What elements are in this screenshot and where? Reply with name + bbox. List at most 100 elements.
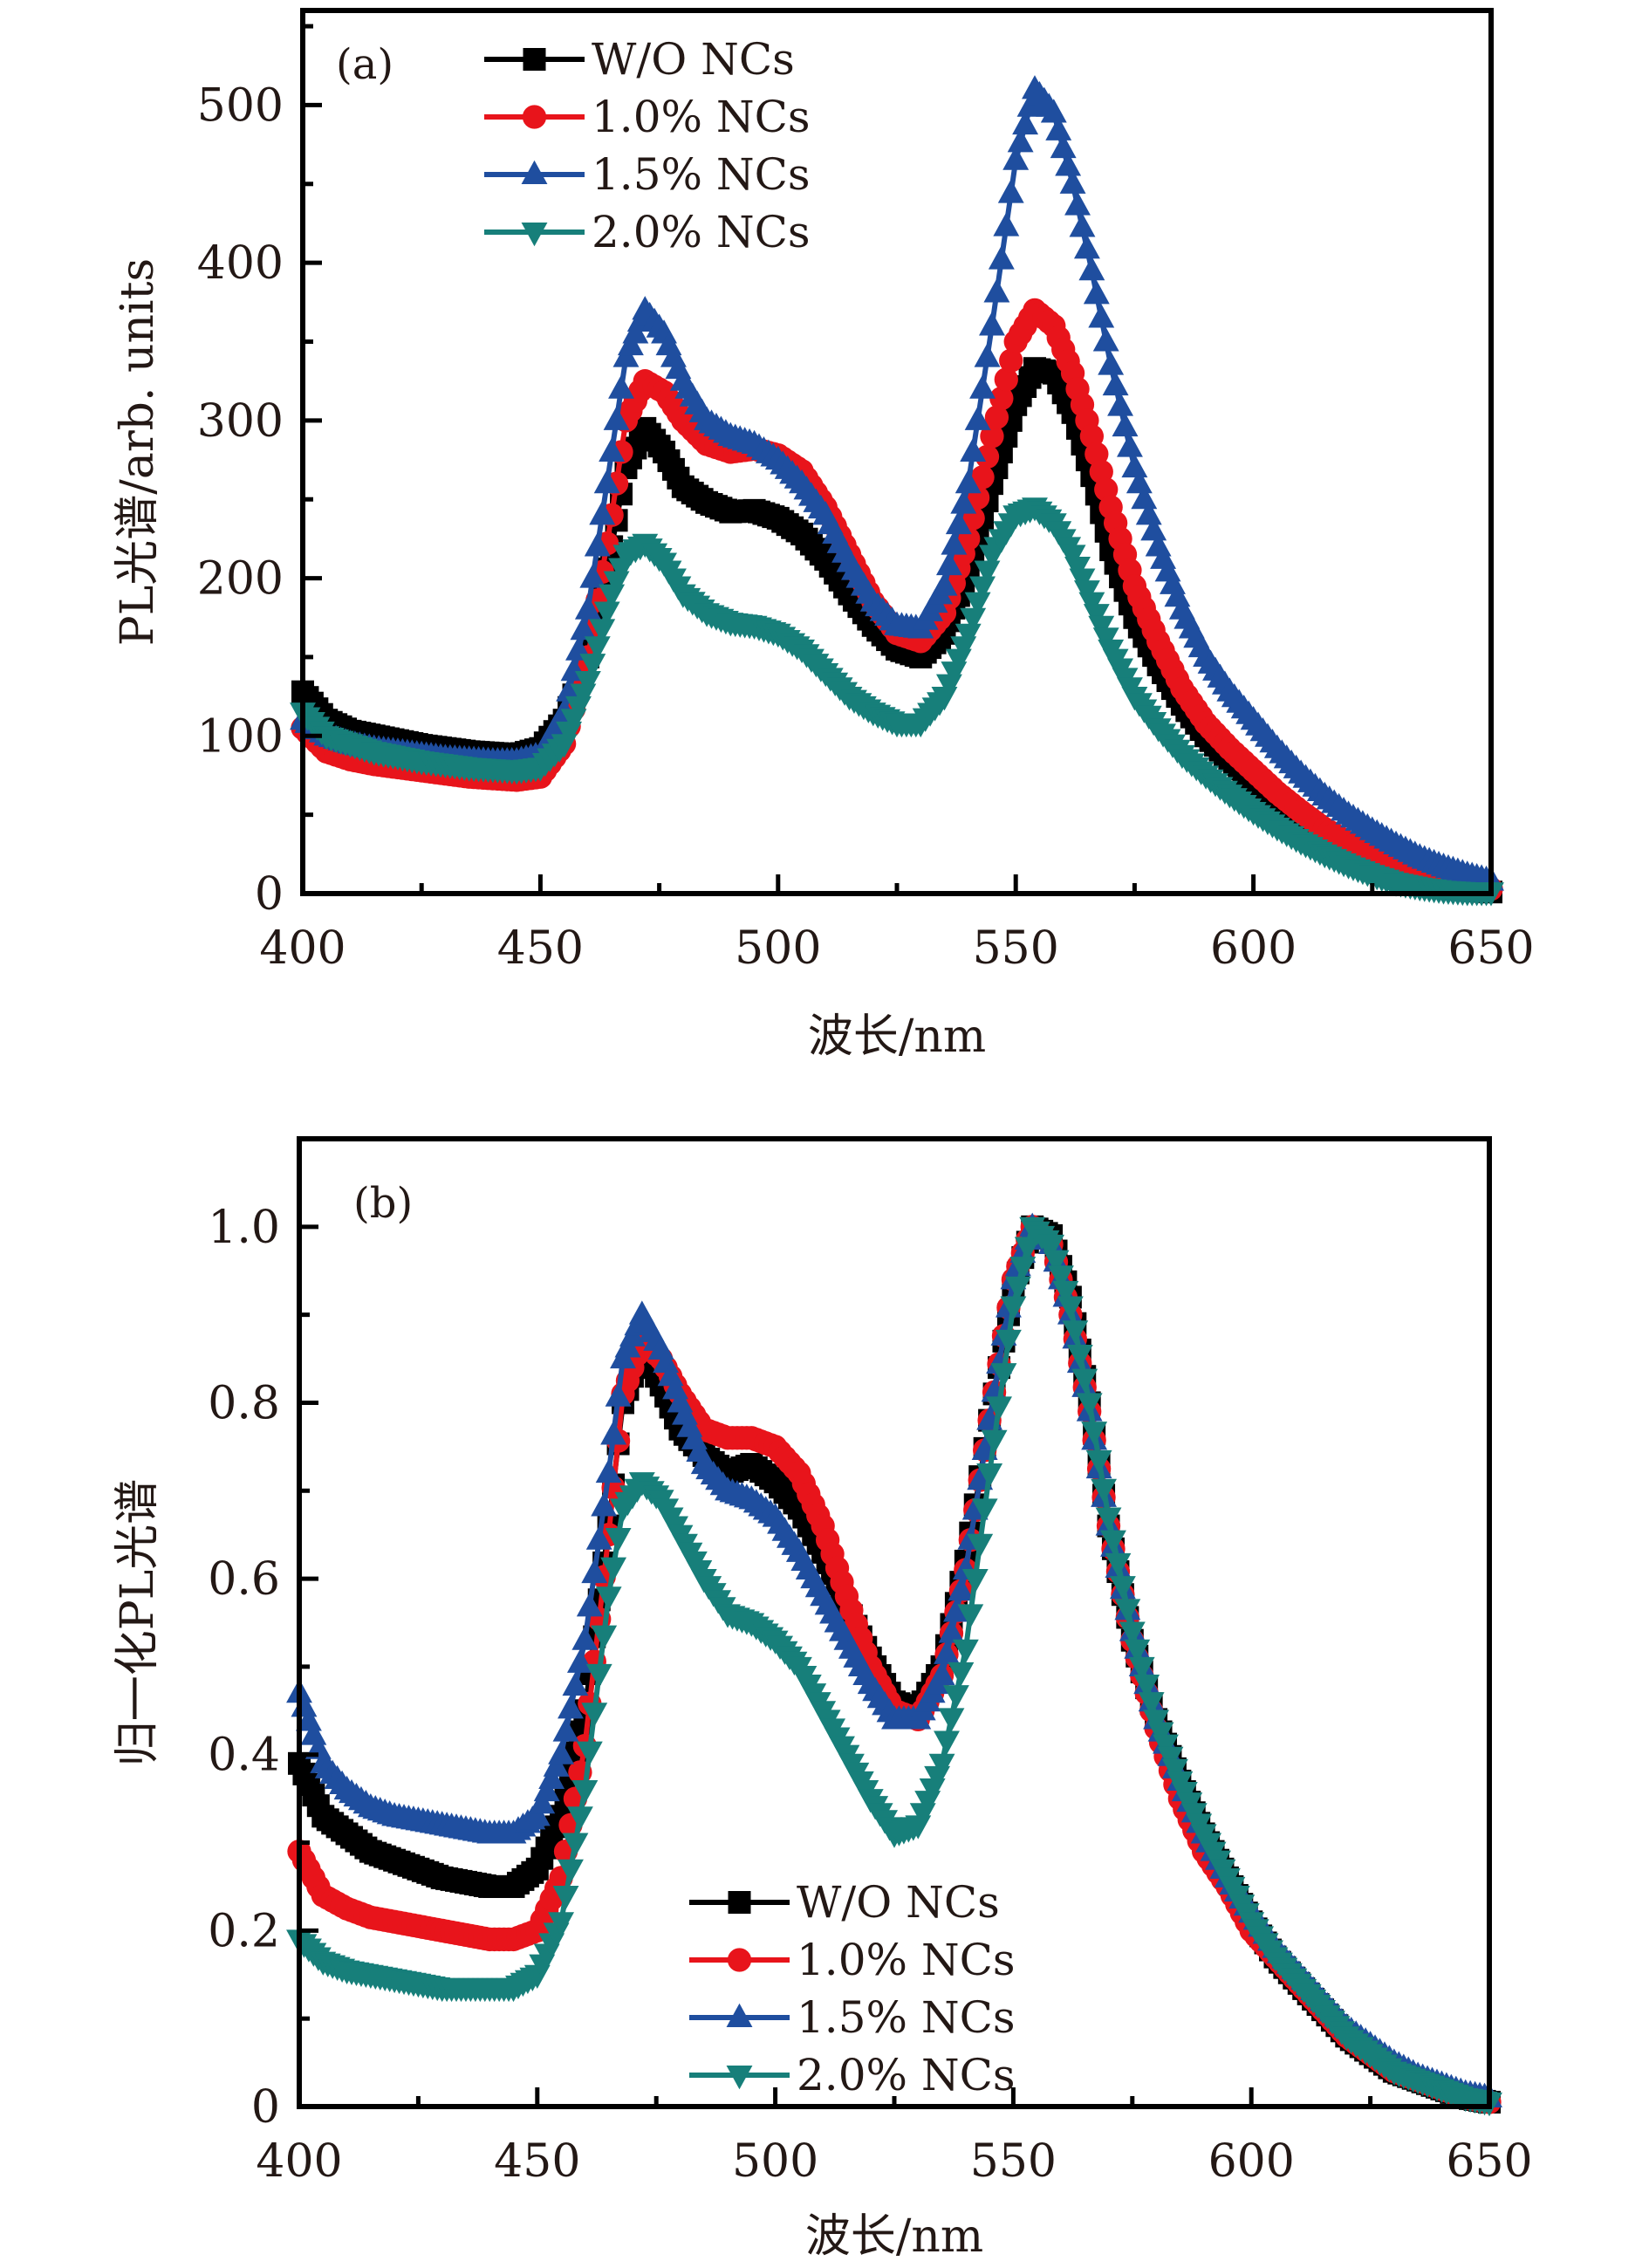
data-point [1153,1734,1179,1758]
legend-marker-icon [728,1891,751,1914]
data-point [1048,1265,1074,1290]
data-point [1078,256,1105,281]
legend-label: 1.0% NCs [797,1935,1016,1985]
data-point [960,607,987,632]
data-point [1088,304,1115,328]
y-tick-label: 0 [251,2081,280,2134]
data-point [1157,1746,1184,1771]
data-point [523,1802,551,1826]
data-point [576,1593,603,1617]
legend-item: 1.5% NCs [689,1992,1016,2043]
data-point [950,490,977,514]
data-point [1112,412,1139,437]
legend-label: 2.0% NCs [592,207,811,257]
legend-marker-icon [523,48,546,71]
panel-label: (b) [353,1179,413,1228]
legend-item: W/O NCs [689,1877,1000,1928]
data-point [1066,1344,1093,1369]
data-point [570,615,597,641]
data-point [942,1685,969,1710]
data-point [600,1557,627,1581]
data-point [1038,1234,1064,1259]
x-tick-label: 400 [259,922,346,975]
data-point [934,1730,960,1755]
data-point [970,465,995,490]
legend-item: 1.0% NCs [689,1935,1016,1985]
data-point [1107,392,1134,416]
data-point [1040,99,1067,123]
y-tick-label: 500 [197,79,284,132]
data-point [1128,1656,1155,1682]
y-tick-label: 0.4 [208,1730,280,1782]
x-tick-label: 400 [256,2135,342,2188]
data-point [967,1533,994,1559]
data-point [571,1626,599,1650]
data-point [1002,146,1030,170]
series-layer [286,1212,1502,2117]
data-point [955,623,982,648]
data-point [976,1463,1003,1488]
data-point [1007,128,1034,153]
panel-a: 400 450 500 550 600 650 0 100 200 300 400 500 (a) 波… [112,8,1535,1063]
data-point [997,179,1024,203]
data-point [595,1586,622,1611]
data-point [1055,152,1082,176]
legend: W/O NCs 1.0% NCs 1.5% NCs 2.0% NCs [484,34,811,257]
legend-marker-icon [521,160,548,185]
data-point [1014,1237,1041,1261]
data-point [1057,1296,1084,1320]
data-point [1081,1422,1108,1446]
data-point [934,1640,960,1664]
data-point [1102,371,1129,396]
panel-b: 400 450 500 550 600 650 0 0.2 0.4 0.6 0.8 1.0 (b) 波… [112,1136,1533,2263]
legend-label: 1.5% NCs [592,149,811,200]
data-point [1083,280,1110,305]
data-point [964,592,991,616]
data-point [981,1429,1008,1455]
data-point [990,1363,1017,1388]
data-point [1050,134,1077,159]
data-point [593,601,620,626]
legend-item: 2.0% NCs [689,2050,1016,2100]
data-point [995,1329,1022,1354]
data-point [1059,169,1086,194]
x-tick-label: 450 [497,922,584,975]
data-point [585,1525,612,1550]
data-point [589,619,616,643]
legend-label: 2.0% NCs [797,2050,1016,2100]
data-point [1114,1599,1141,1623]
data-point [952,1639,979,1663]
legend-item: 1.5% NCs [484,149,811,200]
data-point [584,636,611,661]
data-point [1045,116,1072,140]
data-point [552,1717,579,1742]
x-tick-label: 450 [494,2135,580,2188]
data-point [979,312,1005,336]
data-point [1131,484,1158,510]
data-point [1133,1675,1160,1699]
data-point [1092,327,1119,352]
data-point [581,1703,608,1727]
data-point [1071,1368,1098,1393]
x-tick-label: 650 [1446,2135,1532,2188]
data-point [1117,433,1143,457]
y-tick-label: 0.2 [208,1905,280,1957]
data-point [566,1806,593,1831]
data-point [983,278,1010,303]
data-point [576,1741,603,1765]
data-point [1147,1722,1174,1746]
x-tick-label: 550 [973,922,1059,975]
legend-item: 2.0% NCs [484,207,811,257]
data-point [608,374,634,399]
data-point [993,212,1020,236]
data-point [599,437,626,463]
axis-ticks: 400 450 500 550 600 650 0 100 200 300 400 500 [197,24,1535,975]
data-point [593,469,620,494]
data-point [591,1492,618,1517]
data-point [1098,351,1125,375]
data-point [562,1671,589,1696]
data-point [1062,1320,1089,1345]
data-point [986,1396,1012,1421]
data-point [969,374,996,399]
series-2-0-ncs [286,1216,1502,2117]
